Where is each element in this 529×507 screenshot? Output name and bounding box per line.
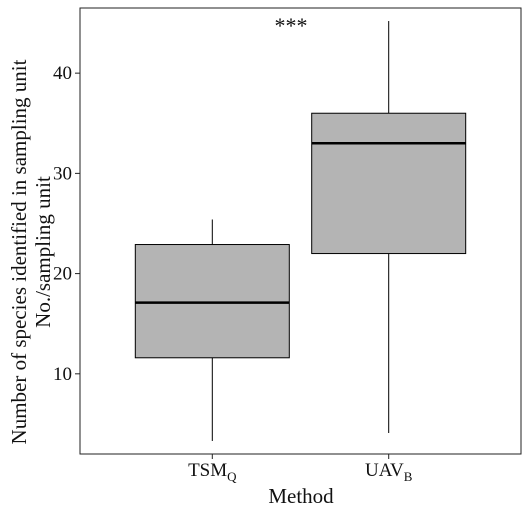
x-tick-label-subscript: B (404, 469, 413, 484)
y-tick-label: 10 (53, 364, 72, 385)
x-axis: TSMQ UAVB (188, 454, 413, 484)
y-axis-title-line-1: Number of species identified in sampling… (7, 59, 31, 444)
y-axis-title-line-2: No./sampling unit (31, 176, 55, 328)
x-axis-title: Method (268, 484, 334, 507)
y-axis: 10 20 30 40 (53, 63, 80, 385)
y-tick-label: 30 (53, 163, 72, 184)
boxes (134, 21, 467, 441)
box-tsm (134, 219, 290, 441)
significance-label: *** (275, 13, 308, 38)
x-tick-label: UAVB (365, 460, 413, 484)
x-tick-label: TSMQ (188, 460, 237, 484)
y-tick-label: 20 (53, 264, 72, 285)
interquartile-box (311, 112, 467, 255)
y-axis-title: Number of species identified in sampling… (7, 59, 55, 444)
box-uav (311, 21, 467, 433)
x-tick-label-main: UAV (365, 460, 404, 481)
x-tick-label-main: TSM (188, 460, 227, 481)
interquartile-box (134, 244, 290, 359)
x-tick-label-subscript: Q (227, 469, 237, 484)
y-tick-label: 40 (53, 63, 72, 84)
